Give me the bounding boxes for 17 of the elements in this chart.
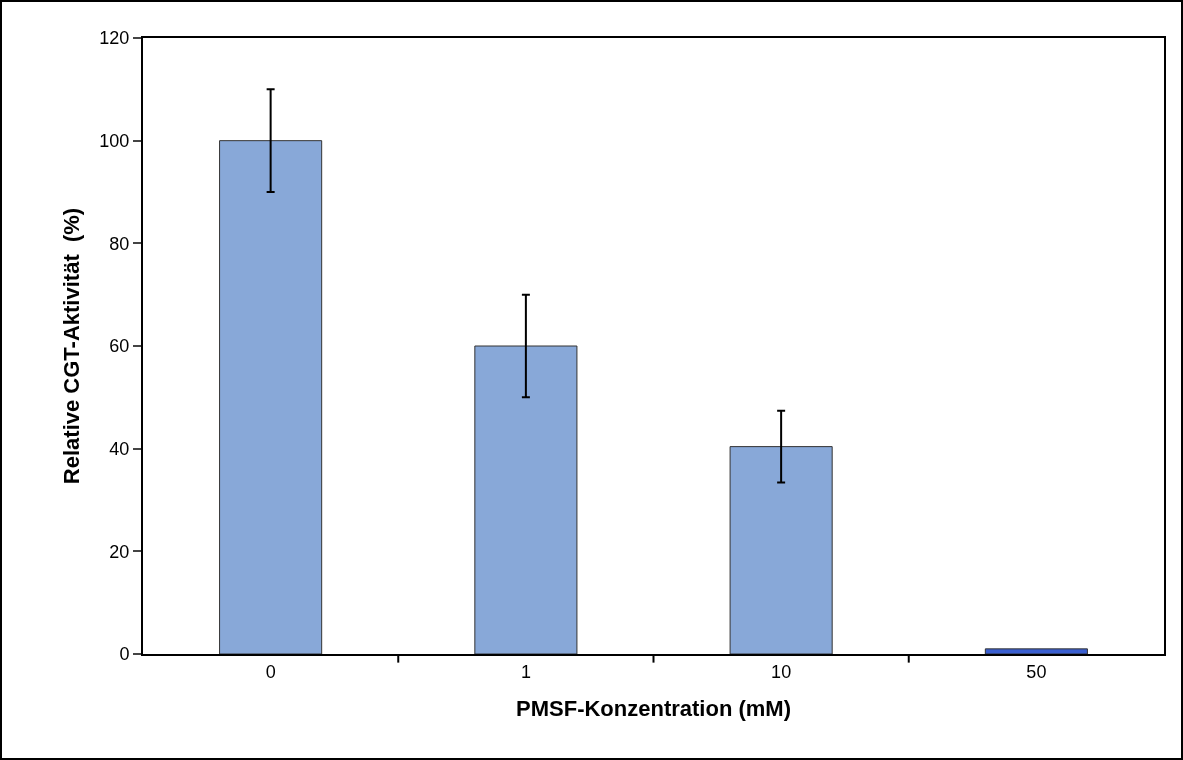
x-axis-title: PMSF-Konzentration (mM) (516, 696, 791, 721)
bar (729, 446, 833, 654)
y-tick-label: 60 (109, 336, 130, 357)
x-tick-label: 50 (1026, 661, 1047, 682)
bar (474, 345, 578, 654)
y-tick-label: 100 (99, 130, 130, 151)
y-tick-label: 20 (109, 541, 130, 562)
y-tick-label: 40 (109, 438, 130, 459)
x-tick-label: 0 (265, 661, 276, 682)
y-tick-label: 120 (99, 28, 130, 49)
x-tick-label: 10 (771, 661, 792, 682)
bar (219, 140, 323, 654)
x-tick-label: 1 (520, 661, 531, 682)
y-axis-title: Relative CGT-Aktivität (%) (58, 207, 84, 485)
y-tick-label: 80 (109, 233, 130, 254)
bar (984, 648, 1088, 654)
y-tick-label: 0 (119, 644, 130, 665)
